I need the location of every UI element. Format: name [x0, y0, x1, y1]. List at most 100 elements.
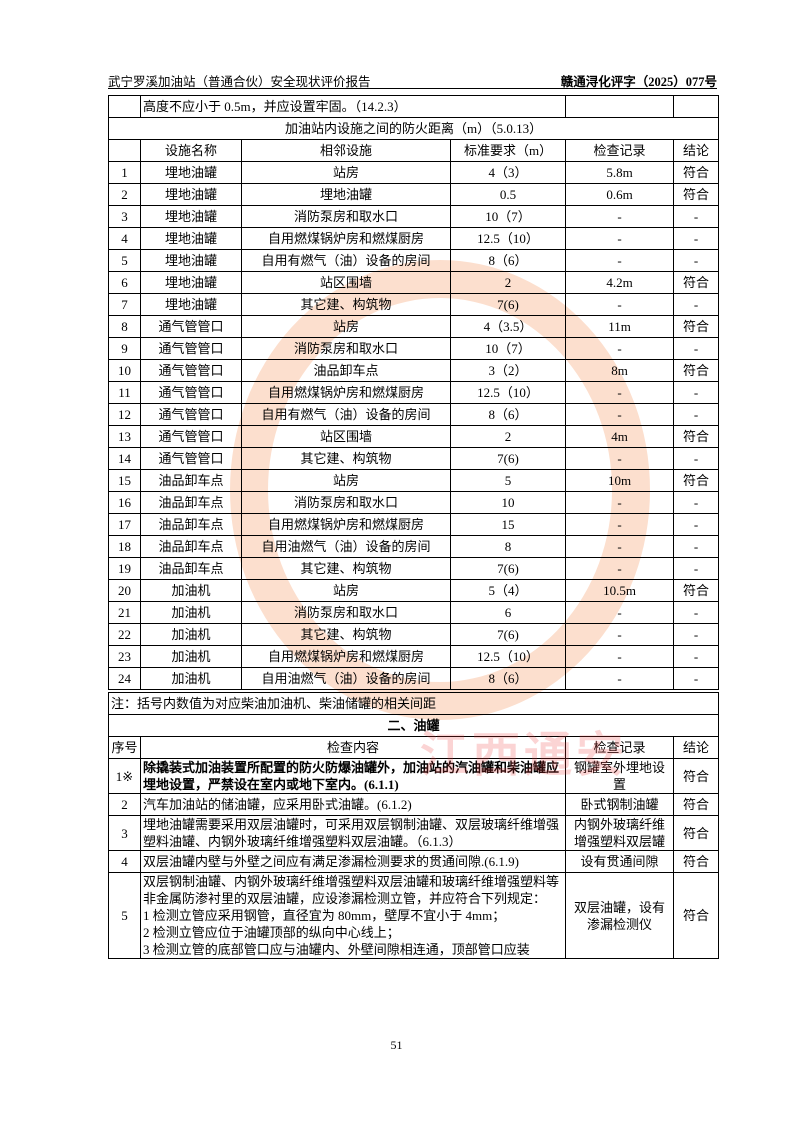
conclusion: - — [673, 249, 720, 272]
standard-requirement: 8（6） — [449, 249, 567, 272]
note-row: 注：括号内数值为对应柴油加油机、柴油储罐的相关间距 — [107, 692, 720, 715]
adjacent-facility: 自用燃煤锅炉房和燃煤厨房 — [241, 227, 451, 250]
facility-name: 加油机 — [140, 645, 242, 668]
facility-name: 加油机 — [140, 623, 242, 646]
adjacent-facility: 消防泵房和取水口 — [241, 601, 451, 624]
facility-name: 通气管管口 — [140, 337, 242, 360]
inspection-record: - — [565, 667, 675, 690]
facility-name: 油品卸车点 — [140, 469, 242, 492]
table-row: 12 通气管管口 自用有燃气（油）设备的房间 8（6） - - — [108, 403, 720, 426]
row-number: 4 — [108, 227, 141, 250]
column-header: 序号 — [108, 736, 141, 759]
conclusion: 符合 — [673, 425, 720, 448]
table-header-row: 序号 检查内容 检查记录 结论 — [108, 736, 720, 759]
row-number: 18 — [108, 535, 141, 558]
adjacent-facility: 自用燃煤锅炉房和燃煤厨房 — [241, 513, 451, 536]
standard-requirement: 4（3.5） — [449, 315, 567, 338]
row-number: 4 — [108, 850, 141, 873]
inspection-content: 除撬装式加油装置所配置的防火防爆油罐外，加油站的汽油罐和柴油罐应埋地设置，严禁设… — [140, 758, 566, 794]
adjacent-facility: 自用燃煤锅炉房和燃煤厨房 — [241, 381, 451, 404]
conclusion: - — [673, 513, 720, 536]
standard-requirement: 4（3） — [449, 161, 567, 184]
adjacent-facility: 自用有燃气（油）设备的房间 — [241, 403, 451, 426]
standard-requirement: 7(6) — [449, 623, 567, 646]
section-title: 二、油罐 — [107, 714, 720, 737]
conclusion: - — [673, 557, 720, 580]
conclusion: - — [673, 645, 720, 668]
adjacent-facility: 消防泵房和取水口 — [241, 205, 451, 228]
inspection-record: 4.2m — [565, 271, 675, 294]
column-header: 结论 — [672, 736, 720, 759]
table-row: 14 通气管管口 其它建、构筑物 7(6) - - — [108, 447, 720, 470]
standard-requirement: 5（4） — [449, 579, 567, 602]
standard-requirement: 3（2） — [449, 359, 567, 382]
row-number: 1 — [108, 161, 141, 184]
section-title-row: 加油站内设施之间的防火距离（m）（5.0.13） — [107, 117, 720, 140]
adjacent-facility: 站房 — [241, 315, 451, 338]
table-row: 23 加油机 自用燃煤锅炉房和燃煤厨房 12.5（10） - - — [108, 645, 720, 668]
conclusion: 符合 — [673, 183, 720, 206]
facility-name: 通气管管口 — [140, 315, 242, 338]
conclusion: - — [673, 447, 720, 470]
facility-name: 埋地油罐 — [140, 183, 242, 206]
row-number: 1※ — [108, 758, 141, 794]
inspection-record: - — [565, 293, 675, 316]
conclusion: 符合 — [673, 579, 720, 602]
page-header: 武宁罗溪加油站（普通合伙）安全现状评价报告 赣通浔化评字（2025）077号 — [108, 69, 717, 89]
document-number: 赣通浔化评字（2025）077号 — [560, 75, 717, 89]
content-line: 双层钢制油罐、内钢外玻璃纤维增强塑料双层油罐和玻璃纤维增强塑料等非金属防渗衬里的… — [143, 874, 560, 906]
inspection-record: - — [565, 623, 675, 646]
table-row: 3 埋地油罐需要采用双层油罐时，可采用双层钢制油罐、双层玻璃纤维增强塑料油罐、内钢… — [108, 815, 720, 851]
facility-name: 油品卸车点 — [140, 513, 242, 536]
table-row: 22 加油机 其它建、构筑物 7(6) - - — [108, 623, 720, 646]
inspection-record: - — [565, 557, 675, 580]
column-header: 检查记录 — [565, 736, 674, 759]
standard-requirement: 8 — [449, 535, 567, 558]
conclusion: - — [673, 381, 720, 404]
facility-name: 通气管管口 — [140, 425, 242, 448]
inspection-content: 双层钢制油罐、内钢外玻璃纤维增强塑料双层油罐和玻璃纤维增强塑料等非金属防渗衬里的… — [140, 872, 566, 959]
row-number: 2 — [108, 183, 141, 206]
table-row: 9 通气管管口 消防泵房和取水口 10（7） - - — [108, 337, 720, 360]
facility-name: 通气管管口 — [140, 381, 242, 404]
conclusion: 符合 — [673, 315, 720, 338]
inspection-record: - — [565, 403, 675, 426]
content-line: 2 检测立管应位于油罐顶部的纵向中心线上； — [143, 925, 400, 940]
table-row: 4 双层油罐内壁与外壁之间应有满足渗漏检测要求的贯通间隙.(6.1.9) 设有贯通间… — [108, 850, 720, 873]
inspection-record: 4m — [565, 425, 675, 448]
inspection-record: - — [565, 535, 675, 558]
adjacent-facility: 站房 — [241, 161, 451, 184]
adjacent-facility: 其它建、构筑物 — [241, 557, 451, 580]
note: 注：括号内数值为对应柴油加油机、柴油储罐的相关间距 — [107, 692, 720, 715]
column-header: 检查记录 — [565, 139, 675, 162]
inspection-record: - — [565, 337, 675, 360]
standard-requirement: 0.5 — [449, 183, 567, 206]
conclusion: - — [673, 337, 720, 360]
inspection-record: - — [565, 491, 675, 514]
standard-requirement: 7(6) — [449, 557, 567, 580]
row-number: 21 — [108, 601, 141, 624]
row-number: 19 — [108, 557, 141, 580]
inspection-record: - — [565, 249, 675, 272]
facility-name: 加油机 — [140, 667, 242, 690]
row-number: 17 — [108, 513, 141, 536]
row-number: 15 — [108, 469, 141, 492]
adjacent-facility: 其它建、构筑物 — [241, 293, 451, 316]
column-header: 相邻设施 — [241, 139, 451, 162]
table-row: 11 通气管管口 自用燃煤锅炉房和燃煤厨房 12.5（10） - - — [108, 381, 720, 404]
table-row: 17 油品卸车点 自用燃煤锅炉房和燃煤厨房 15- - — [108, 513, 720, 536]
inspection-content: 埋地油罐需要采用双层油罐时，可采用双层钢制油罐、双层玻璃纤维增强塑料油罐、内钢外… — [140, 815, 566, 851]
facility-name: 加油机 — [140, 601, 242, 624]
table-row: 18 油品卸车点 自用油燃气（油）设备的房间 8- - — [108, 535, 720, 558]
conclusion: - — [673, 491, 720, 514]
table-row: 3 埋地油罐 消防泵房和取水口 10（7） - - — [108, 205, 720, 228]
table-row: 20 加油机 站房 5（4） 10.5m 符合 — [108, 579, 720, 602]
inspection-record: 10.5m — [565, 579, 675, 602]
inspection-record: 8m — [565, 359, 675, 382]
row-number: 13 — [108, 425, 141, 448]
content-line: 1 检测立管应采用钢管，直径宜为 80mm，壁厚不宜小于 4mm； — [143, 908, 506, 923]
table-row: 5 埋地油罐 自用有燃气（油）设备的房间 8（6） - - — [108, 249, 720, 272]
conclusion: - — [673, 535, 720, 558]
standard-requirement: 8（6） — [449, 403, 567, 426]
conclusion: 符合 — [673, 359, 720, 382]
